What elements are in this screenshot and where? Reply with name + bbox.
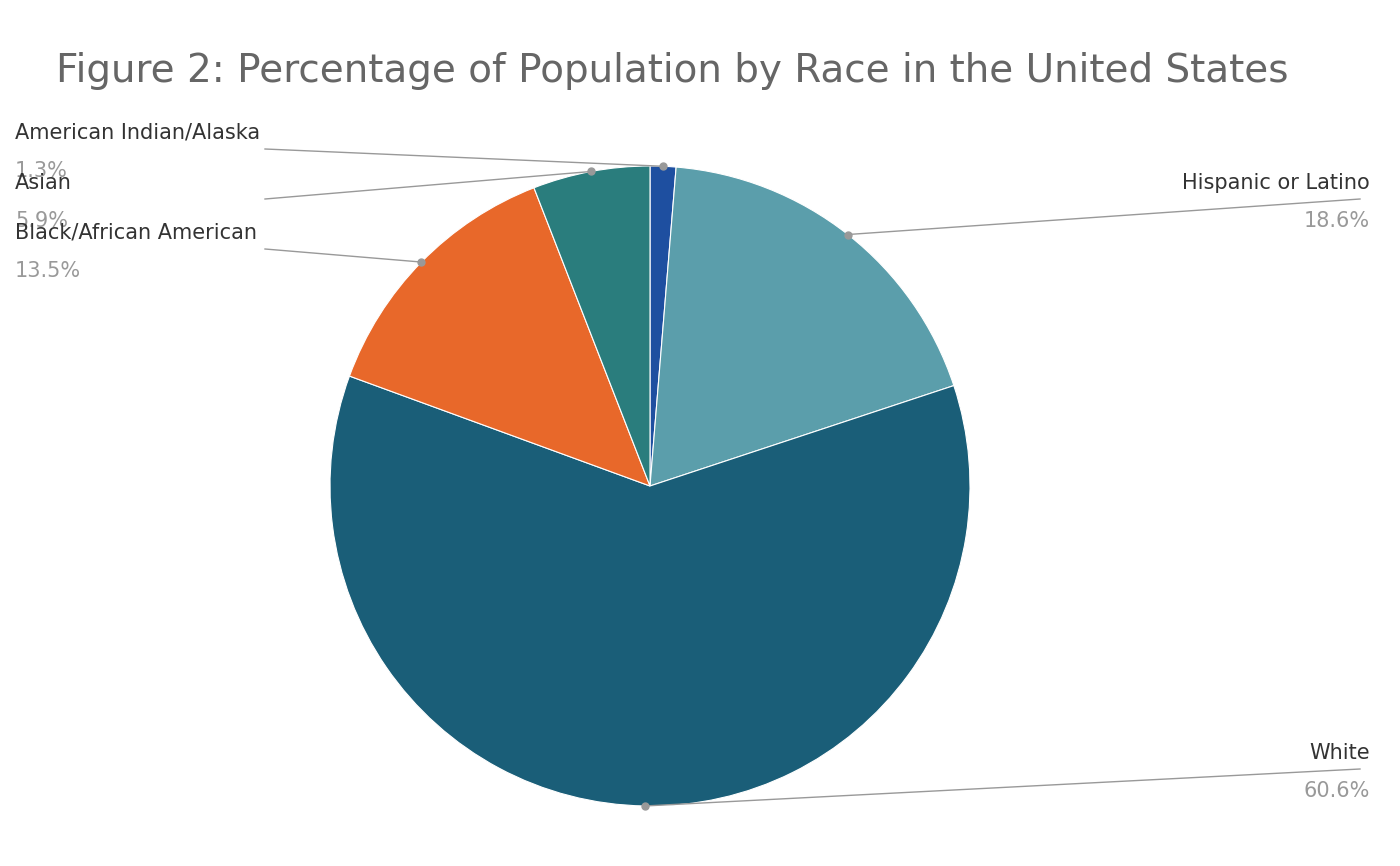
Wedge shape — [350, 188, 650, 486]
Text: American Indian/Alaska: American Indian/Alaska — [15, 123, 260, 143]
Text: Black/African American: Black/African American — [15, 223, 258, 243]
Text: 1.3%: 1.3% — [15, 161, 67, 181]
Text: 60.6%: 60.6% — [1303, 781, 1371, 801]
Text: White: White — [1309, 743, 1371, 763]
Text: 18.6%: 18.6% — [1303, 211, 1371, 231]
Wedge shape — [330, 376, 970, 806]
Wedge shape — [533, 166, 650, 486]
Wedge shape — [650, 167, 953, 486]
Wedge shape — [650, 166, 676, 486]
Text: Hispanic or Latino: Hispanic or Latino — [1182, 173, 1371, 193]
Text: Asian: Asian — [15, 173, 71, 193]
Text: Figure 2: Percentage of Population by Race in the United States: Figure 2: Percentage of Population by Ra… — [56, 52, 1288, 90]
Text: 5.9%: 5.9% — [15, 211, 69, 231]
Text: 13.5%: 13.5% — [15, 261, 81, 281]
